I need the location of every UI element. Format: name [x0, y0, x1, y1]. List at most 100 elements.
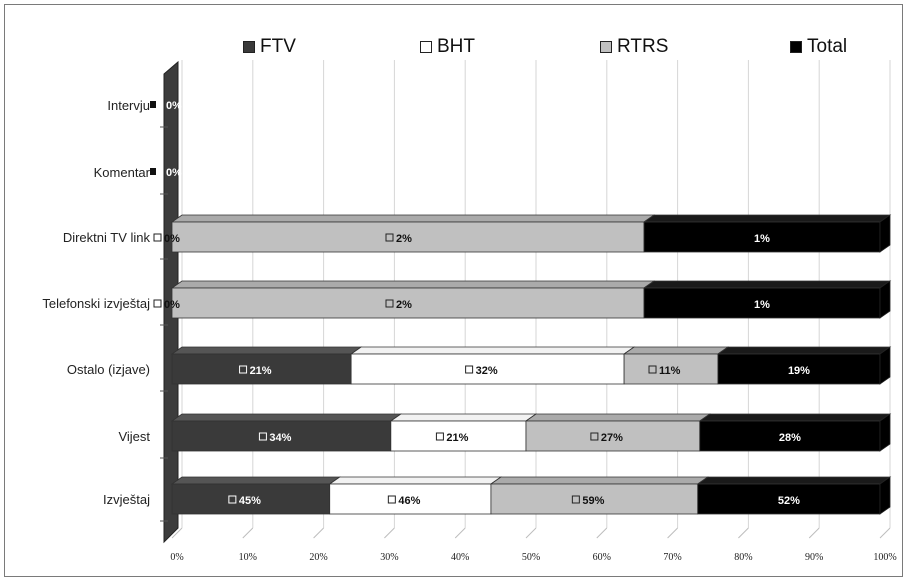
label-legend-key [465, 365, 474, 374]
label-legend-key [153, 233, 162, 242]
bar-segment-rtrs [171, 287, 645, 319]
floor-gridline [667, 527, 678, 539]
bar-top-face [696, 476, 892, 485]
bar-top-face [642, 214, 892, 223]
bar-value-label: 19% [788, 365, 810, 377]
category-label: Intervju [107, 98, 150, 113]
floor-gridline [384, 527, 395, 539]
bar-value-label: 11% [659, 365, 681, 377]
x-tick-label: 90% [805, 552, 823, 563]
bar-value-label: 34% [269, 432, 291, 444]
bar-side-face [879, 476, 891, 515]
legend-label: FTV [260, 36, 296, 57]
bar-top-face [622, 346, 730, 355]
bar-segment-total [643, 287, 881, 319]
legend-swatch [243, 41, 255, 53]
x-tick-label: 100% [873, 552, 896, 563]
bar-value-label: 1% [754, 299, 770, 311]
bar-value-label: 32% [476, 365, 498, 377]
bar-segment-rtrs [525, 420, 701, 452]
bar-top-face [170, 346, 363, 355]
category-label: Telefonski izvještaj [42, 296, 150, 311]
bar-top-face [170, 280, 656, 289]
bar-top-face [328, 476, 503, 485]
bar-value-label: 1% [754, 233, 770, 245]
label-legend-key [385, 233, 394, 242]
label-legend-key [387, 495, 396, 504]
bar-side-face [879, 280, 891, 319]
x-tick-label: 20% [309, 552, 327, 563]
label-legend-key [385, 299, 394, 308]
bar-segment-total [643, 221, 881, 253]
category-label: Komentar [94, 165, 151, 180]
bar-value-label: 0% [164, 299, 180, 311]
zero-marker [150, 168, 156, 175]
bar-top-face [489, 476, 710, 485]
legend: FTV BHT RTRS Total [0, 36, 909, 62]
floor-gridline [313, 527, 324, 539]
legend-swatch [790, 41, 802, 53]
floor-gridline [171, 527, 183, 539]
bar-value-label: 2% [396, 299, 412, 311]
bar-top-face [524, 413, 712, 422]
bar-top-face [698, 413, 892, 422]
legend-swatch [600, 41, 612, 53]
category-label: Ostalo (izjave) [67, 362, 150, 377]
floor-gridline [596, 527, 608, 539]
x-tick-label: 70% [663, 552, 681, 563]
bar-side-face [879, 214, 891, 253]
bar-segment-rtrs [171, 221, 645, 253]
legend-label: RTRS [617, 36, 669, 57]
zero-marker [150, 101, 156, 108]
floor-gridline [738, 527, 749, 539]
bar-value-label: 27% [601, 432, 623, 444]
label-legend-key [435, 432, 444, 441]
legend-item-ftv: FTV [243, 36, 296, 58]
bar-segment-total [699, 420, 881, 452]
legend-label: BHT [437, 36, 475, 57]
bar-segment-bht [390, 420, 527, 452]
bar-value-label: 28% [779, 432, 801, 444]
label-legend-key [648, 365, 657, 374]
bar-segment-bht [329, 483, 492, 515]
legend-item-rtrs: RTRS [600, 36, 668, 58]
category-label: Direktni TV link [63, 230, 151, 245]
x-tick-label: 40% [451, 552, 469, 563]
bar-top-face [170, 214, 656, 223]
label-legend-key [571, 495, 580, 504]
floor-gridline [242, 527, 254, 539]
category-label: Vijest [118, 429, 150, 444]
bar-top-face [716, 346, 892, 355]
bar-top-face [349, 346, 636, 355]
bar-value-label: 45% [239, 495, 261, 507]
bar-top-face [170, 476, 341, 485]
bar-segment-total [717, 353, 881, 385]
bar-top-face [642, 280, 892, 289]
x-tick-label: 60% [593, 552, 611, 563]
bar-value-label: 59% [582, 495, 604, 507]
bar-side-face [879, 413, 891, 452]
label-legend-key [239, 365, 248, 374]
bar-value-label: 21% [446, 432, 468, 444]
label-legend-key [258, 432, 267, 441]
bar-value-label: 0% [166, 100, 182, 112]
x-tick-label: 80% [734, 552, 752, 563]
label-legend-key [590, 432, 599, 441]
bar-value-label: 0% [166, 167, 182, 179]
x-tick-label: 0% [170, 552, 183, 563]
bar-side-face [879, 346, 891, 385]
bar-value-label: 0% [164, 233, 180, 245]
bar-segment-ftv [171, 420, 392, 452]
bar-top-face [170, 413, 403, 422]
legend-swatch [420, 41, 432, 53]
bar-value-label: 21% [250, 365, 272, 377]
legend-item-total: Total [790, 36, 847, 58]
bar-value-label: 46% [398, 495, 420, 507]
bar-value-label: 52% [778, 495, 800, 507]
label-legend-key [153, 299, 162, 308]
legend-item-bht: BHT [420, 36, 475, 58]
legend-label: Total [807, 36, 848, 57]
floor-gridline [808, 527, 820, 539]
x-tick-label: 50% [522, 552, 540, 563]
